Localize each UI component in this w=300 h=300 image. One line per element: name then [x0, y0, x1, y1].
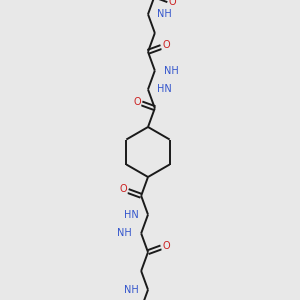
Text: NH: NH	[157, 9, 172, 19]
Text: NH: NH	[124, 285, 139, 295]
Text: O: O	[162, 40, 170, 50]
Text: HN: HN	[157, 84, 172, 94]
Text: HN: HN	[124, 210, 139, 220]
Text: NH: NH	[117, 228, 132, 239]
Text: O: O	[162, 241, 170, 251]
Text: O: O	[133, 97, 141, 107]
Text: NH: NH	[164, 66, 178, 76]
Text: O: O	[119, 184, 127, 194]
Text: O: O	[169, 0, 176, 7]
